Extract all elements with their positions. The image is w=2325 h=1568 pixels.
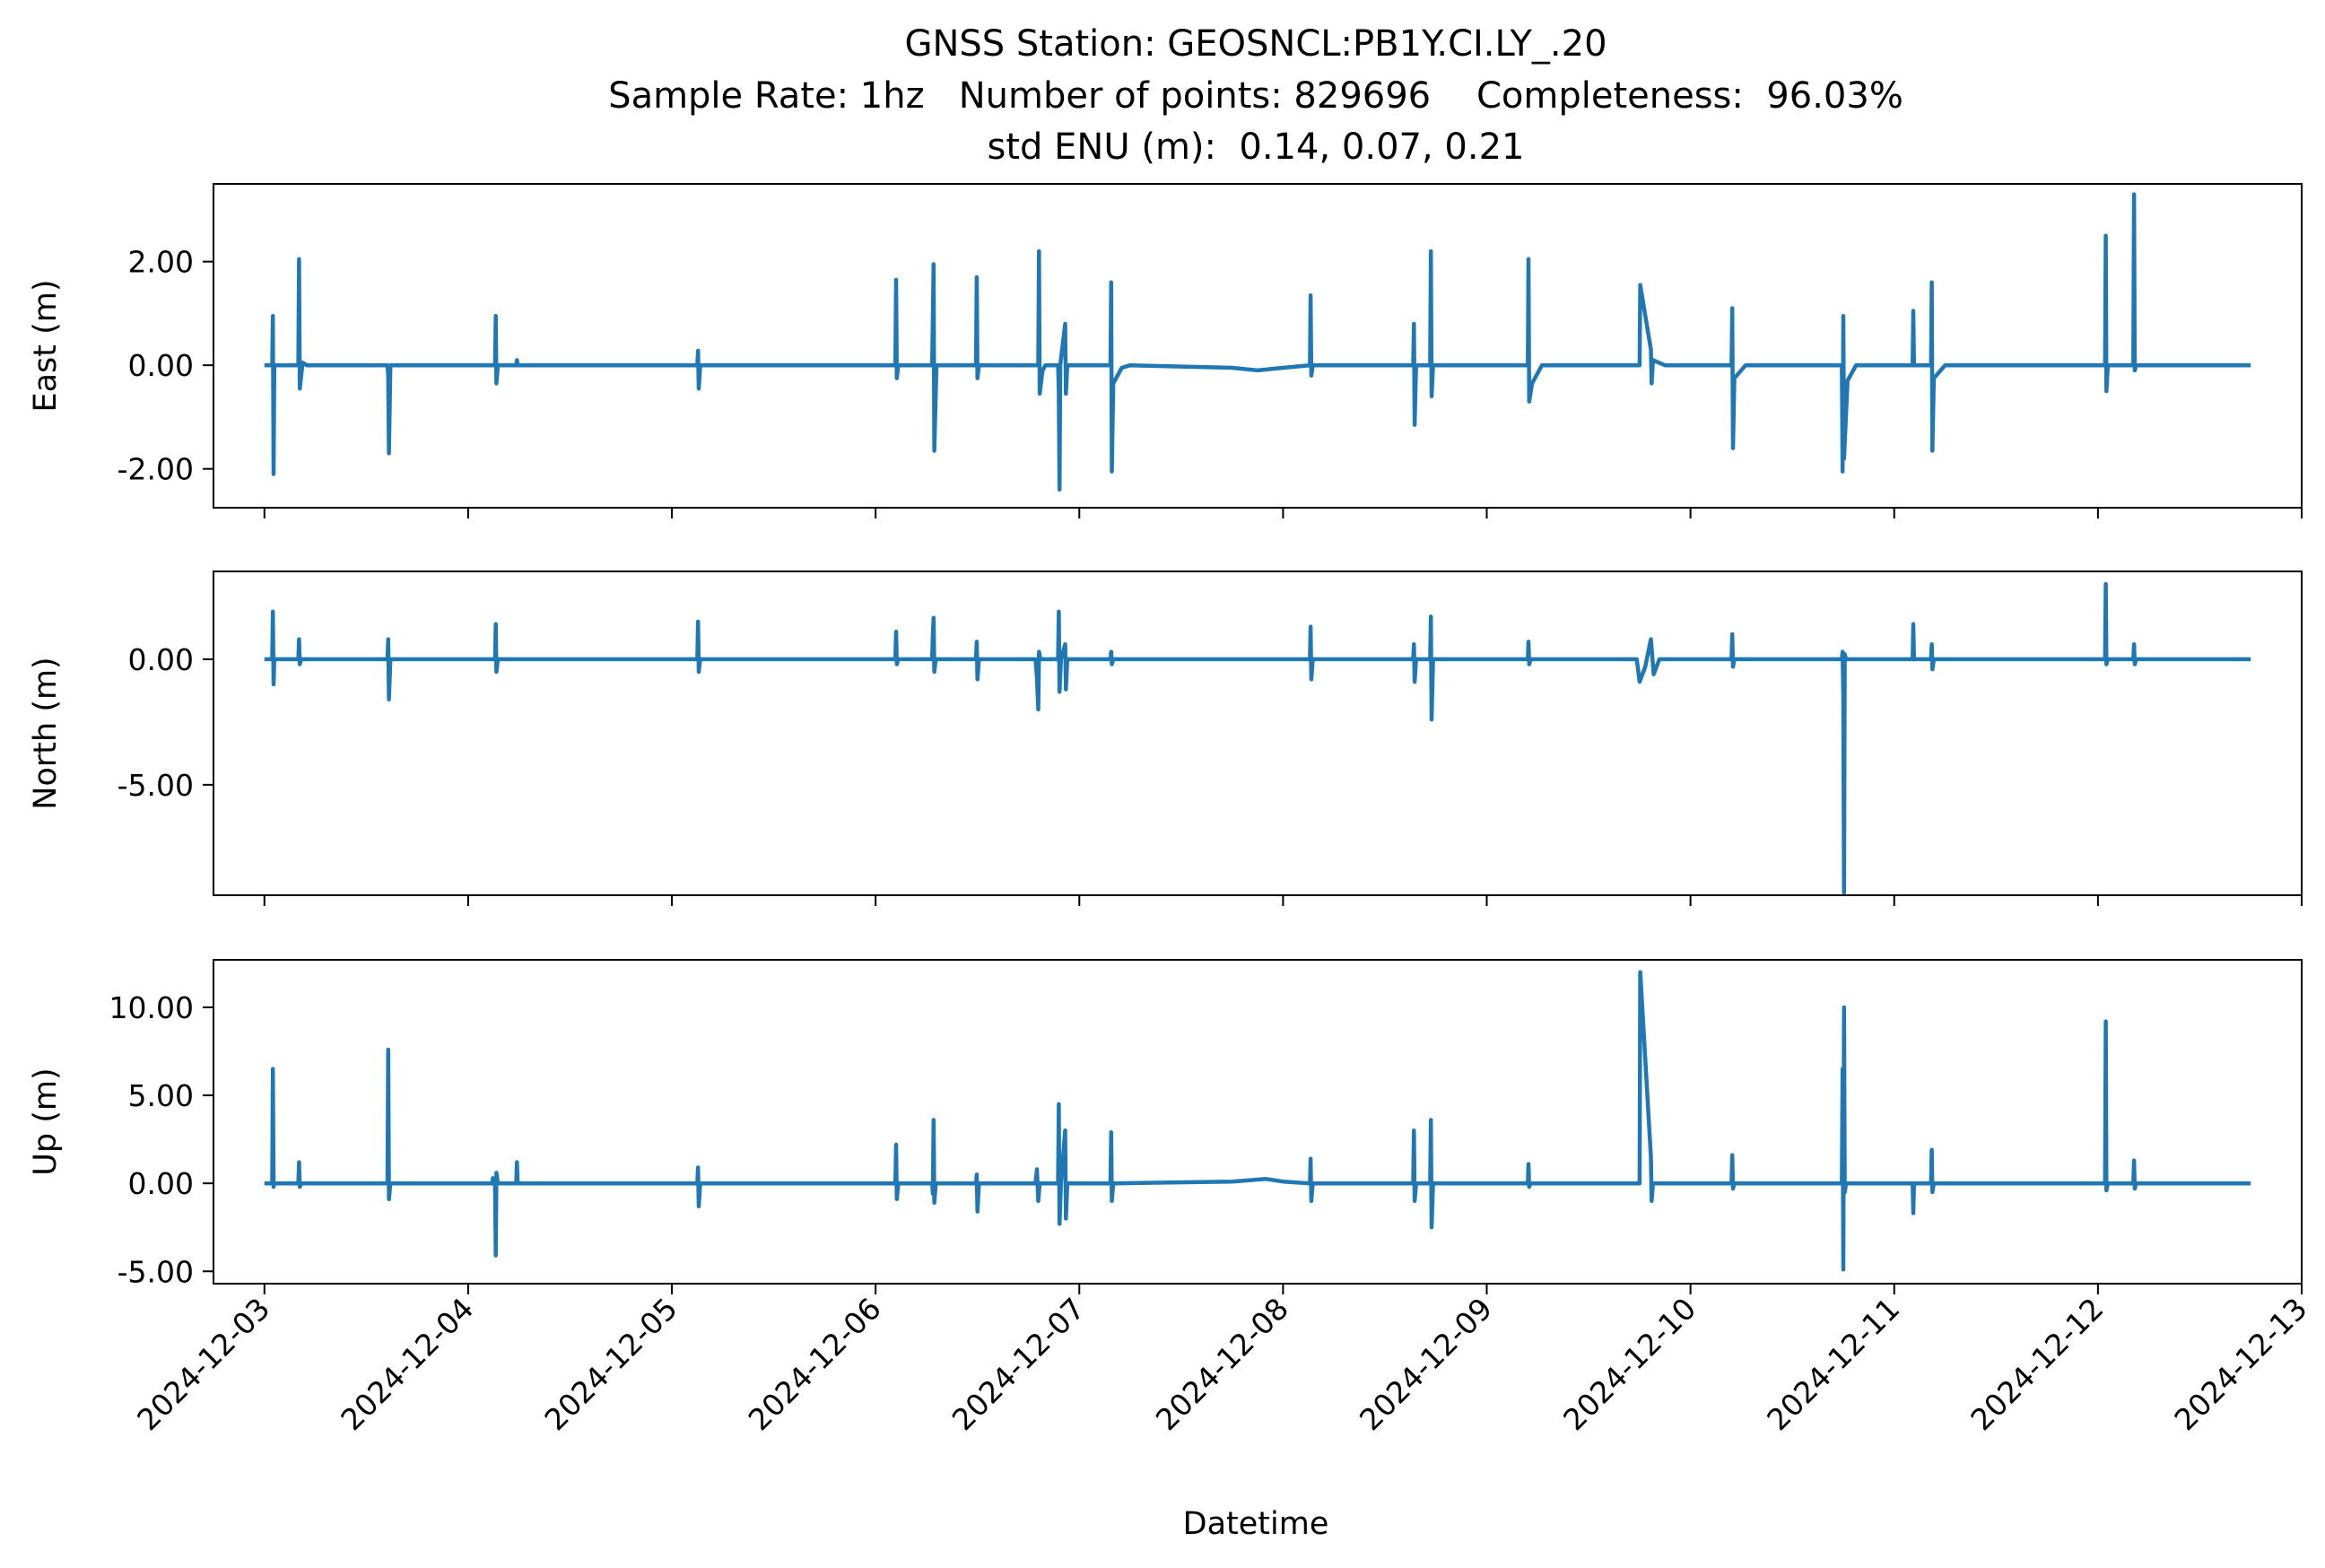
y-tick-label: 2.00 [128,245,194,280]
panel-frame-east [213,183,2303,509]
y-tick-label: -5.00 [118,768,194,803]
y-axis-label-east: East (m) [28,279,64,412]
y-tick-label: 0.00 [128,1166,194,1201]
panel-north: 0.00 -5.00 North (m) [28,571,2303,906]
series-line-north [264,581,2251,895]
y-tick-label: 0.00 [128,642,194,677]
x-axis-label: Datetime [1183,1506,1329,1542]
panel-frame-up [213,959,2303,1285]
chart-panels: 2.00 0.00 -2.00 East (m) 0.00 -5.00 North (m) 1… [28,183,2303,1294]
chart-title-line-3: std ENU (m): 0.14, 0.07, 0.21 [988,126,1525,168]
series-line-east [264,192,2251,492]
chart-title-line-1: GNSS Station: GEOSNCL:PB1Y.CI.LY_.20 [904,23,1607,65]
y-tick-label: -5.00 [118,1254,194,1289]
y-axis-label-north: North (m) [28,657,64,809]
panel-up: 10.00 5.00 0.00 -5.00 Up (m) [28,959,2303,1294]
y-tick-label: 0.00 [128,348,194,383]
series-line-up [264,970,2251,1272]
y-tick-label: 5.00 [128,1078,194,1113]
y-tick-label: 10.00 [109,990,194,1025]
panel-frame-north [213,571,2303,896]
chart-title-line-2: Sample Rate: 1hz Number of points: 82969… [608,75,1903,117]
y-axis-label-up: Up (m) [28,1067,64,1175]
panel-east: 2.00 0.00 -2.00 East (m) [28,183,2303,518]
y-tick-label: -2.00 [118,452,194,487]
